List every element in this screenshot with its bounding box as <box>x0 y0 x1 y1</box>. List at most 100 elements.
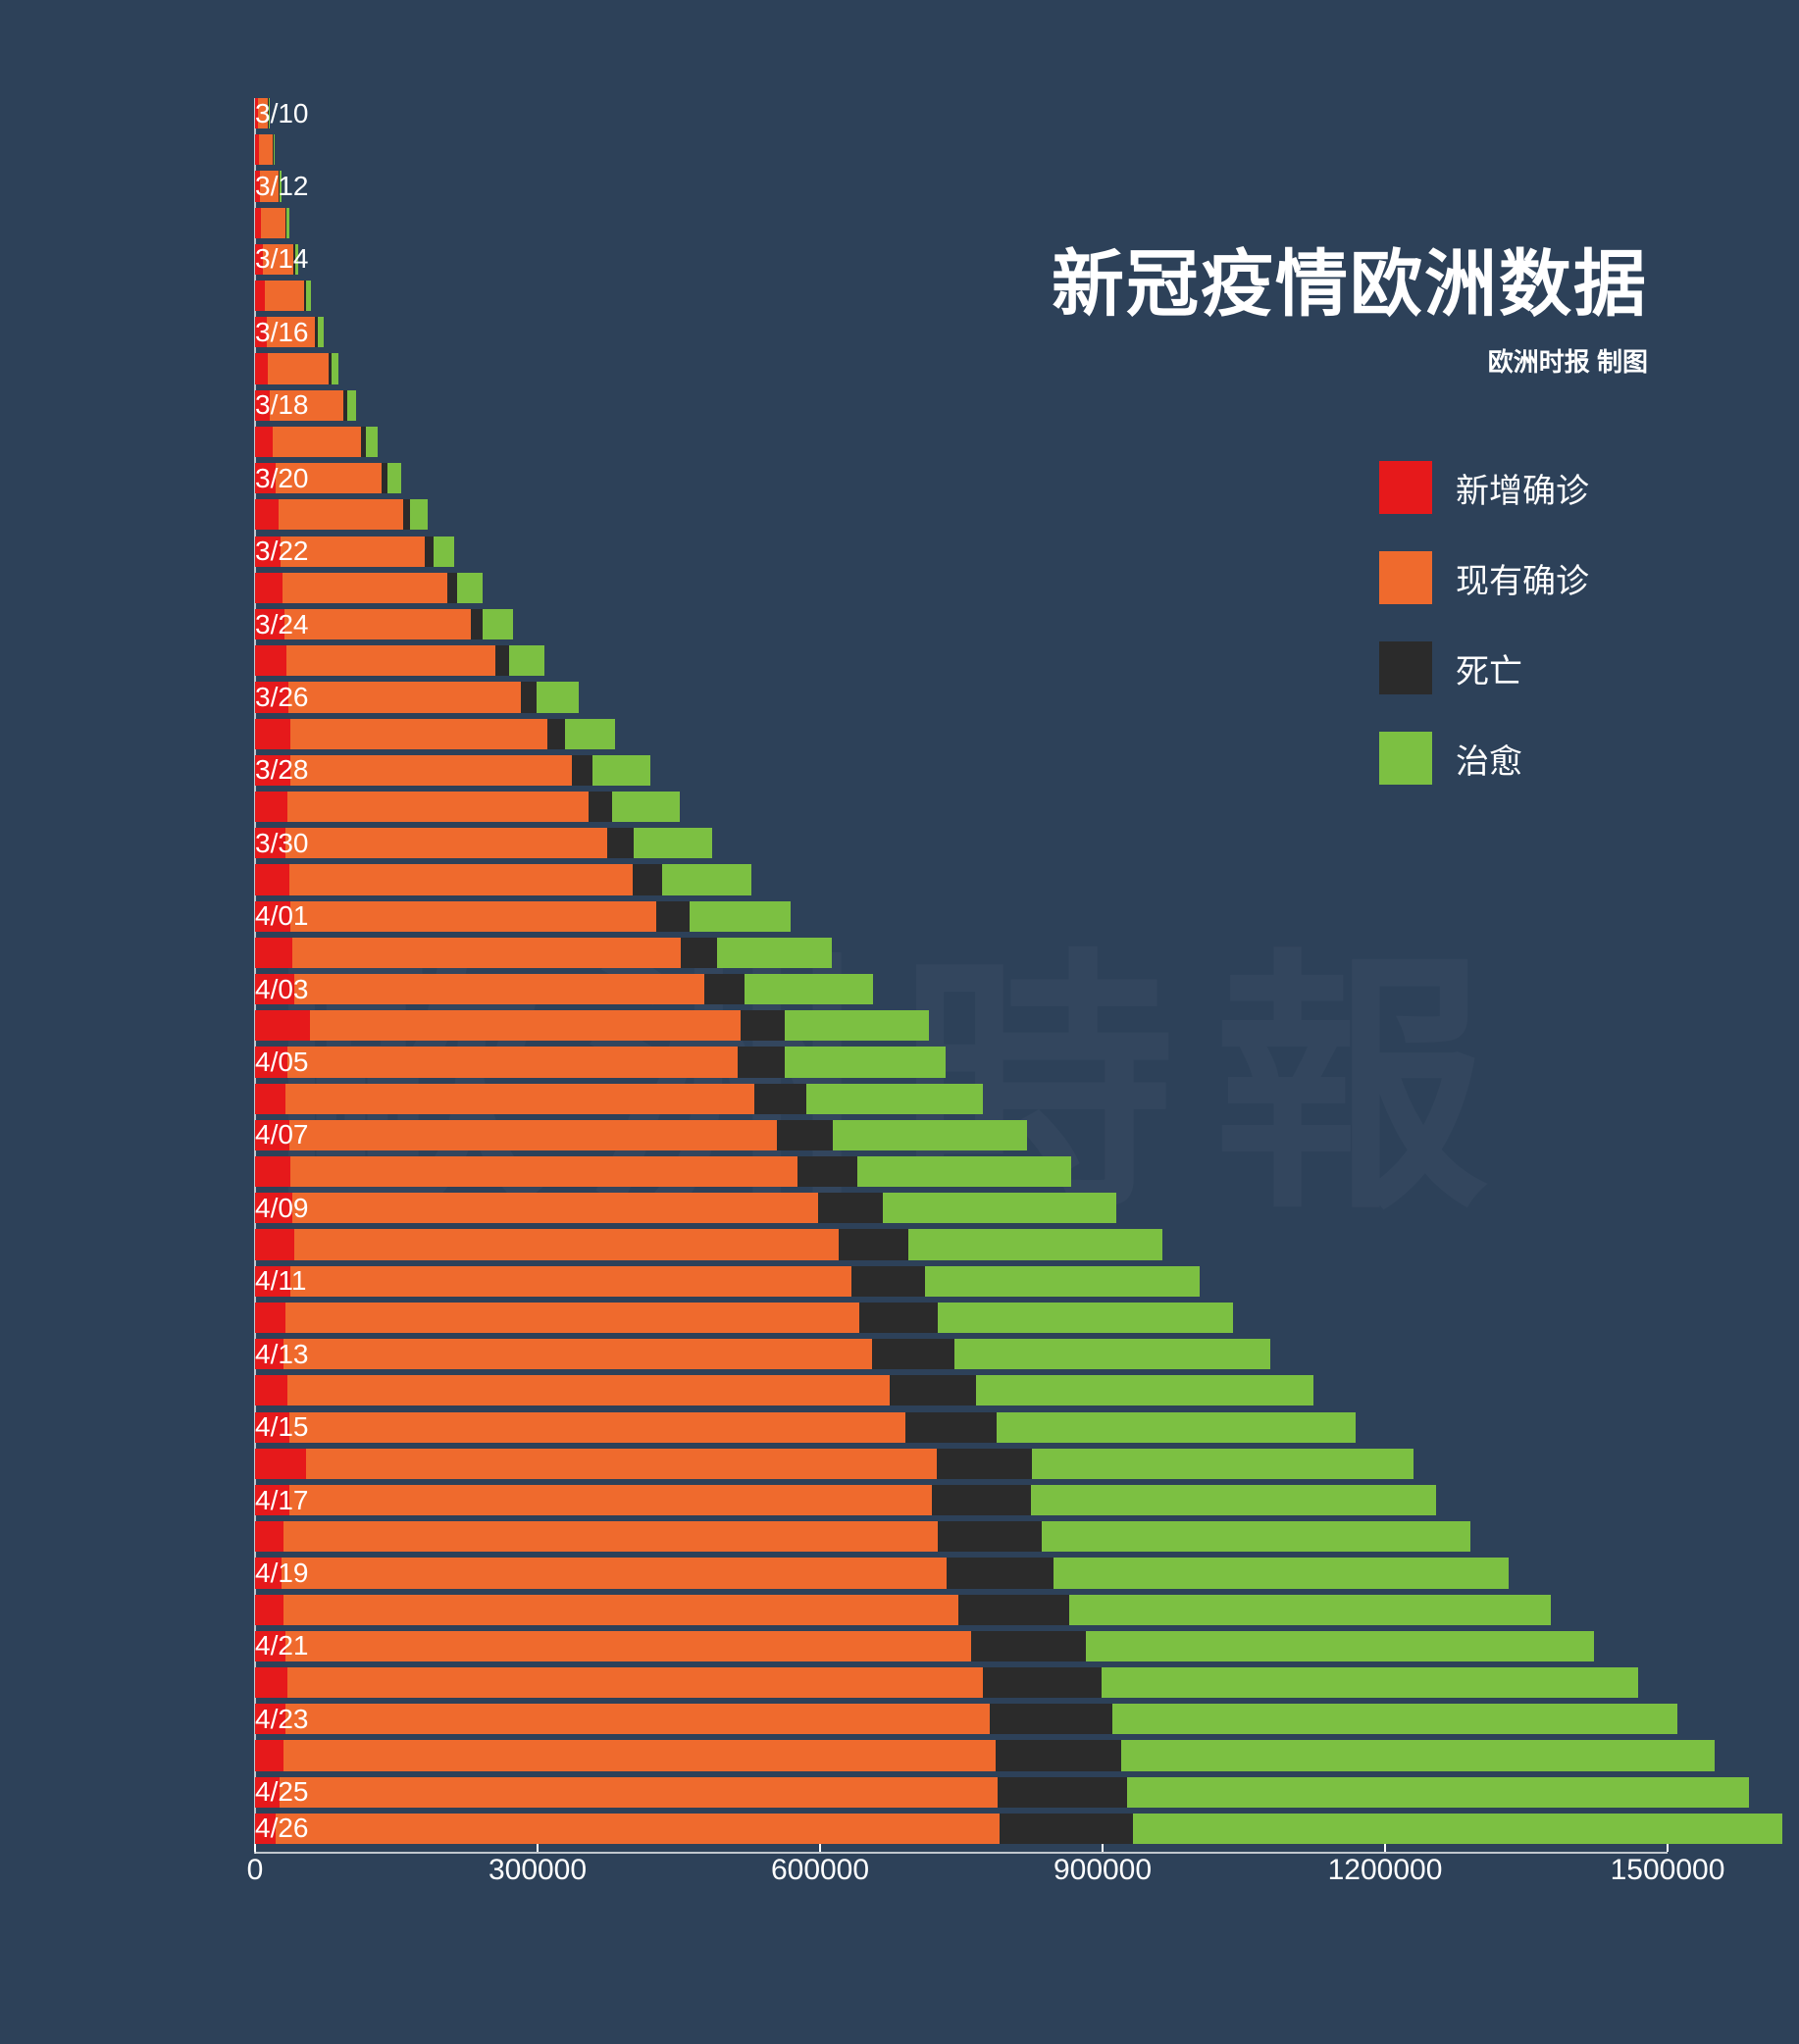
bar-segment-recovered <box>1133 1814 1782 1844</box>
bar-segment-recovered <box>857 1156 1071 1187</box>
bar-segment-deaths <box>958 1595 1069 1625</box>
bar-segment-deaths <box>572 755 592 786</box>
x-axis-label: 900000 <box>1054 1854 1152 1887</box>
bar-segment-recovered <box>938 1303 1233 1333</box>
bar-segment-recovered <box>883 1193 1116 1223</box>
bar-segment-existing_confirmed <box>265 281 304 311</box>
bar-segment-recovered <box>662 864 751 894</box>
bar-segment-existing_confirmed <box>294 1229 839 1259</box>
bar-segment-deaths <box>797 1156 857 1187</box>
bar-segment-new_confirmed <box>255 1375 287 1405</box>
x-tick-mark <box>1384 1844 1386 1852</box>
bar-row <box>255 1412 1356 1443</box>
bar-segment-existing_confirmed <box>284 609 471 639</box>
bar-row <box>255 1777 1749 1808</box>
bar-segment-recovered <box>332 353 338 383</box>
bar-segment-existing_confirmed <box>290 755 571 786</box>
bar-segment-recovered <box>347 390 356 421</box>
bar-segment-deaths <box>839 1229 907 1259</box>
bar-segment-new_confirmed <box>255 645 286 676</box>
bar-row <box>255 499 428 530</box>
bar-segment-new_confirmed <box>255 427 273 457</box>
x-tick-mark <box>819 1844 821 1852</box>
bar-segment-existing_confirmed <box>290 1156 797 1187</box>
bar-segment-existing_confirmed <box>287 1375 890 1405</box>
bar-segment-existing_confirmed <box>280 1777 998 1808</box>
bar-segment-new_confirmed <box>255 1667 287 1698</box>
bar-row <box>255 1704 1677 1734</box>
bar-segment-existing_confirmed <box>261 208 285 238</box>
bar-segment-recovered <box>286 208 289 238</box>
bar-row <box>255 1740 1715 1770</box>
bar-segment-new_confirmed <box>255 1521 283 1552</box>
bar-row <box>255 1084 983 1114</box>
bar-segment-deaths <box>656 901 690 932</box>
bar-segment-deaths <box>990 1704 1112 1734</box>
bar-segment-recovered <box>717 938 832 968</box>
bar-row <box>255 1047 946 1077</box>
bar-segment-deaths <box>932 1485 1031 1515</box>
bar-row <box>255 1375 1313 1405</box>
bar-segment-recovered <box>997 1412 1356 1443</box>
x-axis-label: 1500000 <box>1611 1854 1725 1887</box>
bar-segment-recovered <box>833 1120 1028 1150</box>
bar-segment-existing_confirmed <box>279 499 403 530</box>
bar-segment-existing_confirmed <box>290 1266 850 1297</box>
bar-segment-recovered <box>925 1266 1200 1297</box>
bar-segment-new_confirmed <box>255 1156 290 1187</box>
bar-segment-existing_confirmed <box>290 719 547 749</box>
bar-segment-existing_confirmed <box>268 353 328 383</box>
bar-segment-deaths <box>947 1558 1054 1588</box>
bar-segment-existing_confirmed <box>290 901 655 932</box>
bar-segment-existing_confirmed <box>283 1595 958 1625</box>
bar-row <box>255 573 483 603</box>
bar-segment-recovered <box>634 828 712 858</box>
bar-segment-existing_confirmed <box>289 1485 933 1515</box>
bar-segment-recovered <box>387 463 401 493</box>
bar-segment-existing_confirmed <box>276 1814 1000 1844</box>
bar-segment-recovered <box>410 499 428 530</box>
bar-row <box>255 1193 1116 1223</box>
bar-segment-recovered <box>745 974 874 1004</box>
bar-row <box>255 938 832 968</box>
bar-segment-existing_confirmed <box>283 1521 938 1552</box>
bar-segment-existing_confirmed <box>288 682 521 712</box>
bar-row <box>255 1303 1233 1333</box>
bar-segment-existing_confirmed <box>292 1193 818 1223</box>
bar-row <box>255 1814 1782 1844</box>
bar-segment-recovered <box>274 134 275 165</box>
bar-segment-deaths <box>938 1521 1042 1552</box>
bar-segment-deaths <box>890 1375 976 1405</box>
x-axis-label: 0 <box>247 1854 264 1887</box>
bar-segment-deaths <box>998 1777 1127 1808</box>
bar-segment-recovered <box>483 609 513 639</box>
bar-segment-deaths <box>859 1303 938 1333</box>
bar-row <box>255 901 791 932</box>
bar-segment-deaths <box>738 1047 786 1077</box>
bar-segment-existing_confirmed <box>292 938 681 968</box>
bar-segment-deaths <box>447 573 457 603</box>
bar-row <box>255 974 873 1004</box>
x-tick-mark <box>254 1844 256 1852</box>
bar-segment-deaths <box>996 1740 1122 1770</box>
bar-row <box>255 792 680 822</box>
bar-segment-new_confirmed <box>255 792 287 822</box>
bar-segment-deaths <box>983 1667 1102 1698</box>
bar-segment-deaths <box>905 1412 997 1443</box>
bar-segment-deaths <box>589 792 612 822</box>
bar-segment-recovered <box>690 901 792 932</box>
bar-segment-recovered <box>318 317 324 347</box>
bar-segment-new_confirmed <box>255 864 289 894</box>
bar-segment-existing_confirmed <box>287 792 589 822</box>
bar-segment-new_confirmed <box>255 1084 285 1114</box>
bar-segment-existing_confirmed <box>306 1449 937 1479</box>
bar-segment-existing_confirmed <box>283 573 447 603</box>
bar-segment-recovered <box>1102 1667 1638 1698</box>
bar-segment-existing_confirmed <box>285 1631 971 1661</box>
chart-container: 新冠疫情欧洲数据 欧洲时报 制图 新增确诊现有确诊死亡治愈 3/103/123/… <box>137 98 1707 1962</box>
x-tick-mark <box>1102 1844 1104 1852</box>
bar-segment-recovered <box>565 719 615 749</box>
bar-row <box>255 1595 1551 1625</box>
bar-segment-recovered <box>509 645 544 676</box>
bar-row <box>255 1631 1594 1661</box>
